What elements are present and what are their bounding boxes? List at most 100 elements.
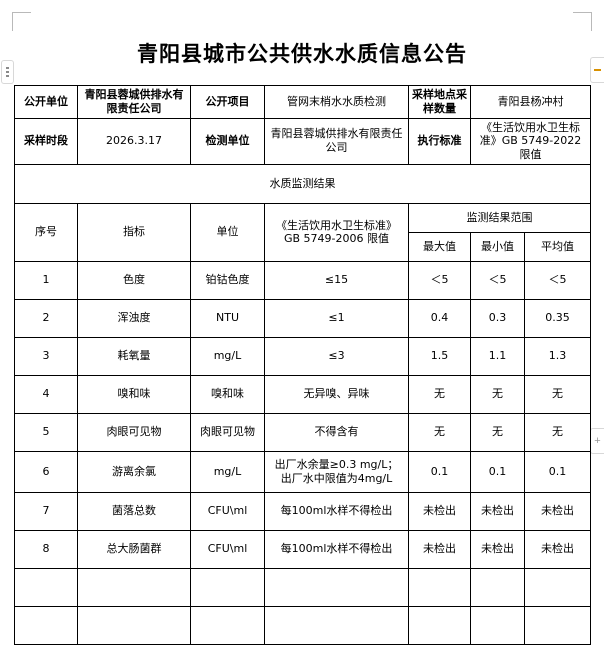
cell-max: 未检出	[408, 529, 471, 569]
cell-min: 0.1	[470, 450, 525, 493]
cell-seq: 4	[14, 374, 78, 414]
add-row-button[interactable]: +	[590, 428, 604, 454]
info-value-sampling-location: 青阳县杨冲村	[470, 85, 591, 119]
cell-min	[470, 605, 525, 645]
column-header-standard-line2: GB 5749-2006 限值	[283, 232, 390, 246]
table-row: 7 菌落总数 CFU\ml 每100ml水样不得检出 未检出 未检出 未检出	[14, 491, 591, 531]
cell-max	[408, 605, 471, 645]
cell-avg: 未检出	[524, 491, 591, 531]
info-label-sampling-period: 采样时段	[14, 117, 78, 165]
drag-dots-icon[interactable]	[1, 60, 14, 84]
cell-standard	[264, 605, 409, 645]
cell-min: 未检出	[470, 529, 525, 569]
drag-dot	[6, 71, 9, 73]
column-header-standard-line1: 《生活饮用水卫生标准》	[276, 218, 397, 232]
cell-indicator: 色度	[77, 260, 191, 300]
cell-max: 无	[408, 412, 471, 452]
info-value-publish-unit: 青阳县蓉城供排水有限责任公司	[77, 85, 191, 119]
table-header-row-1: 序号 指标 单位 《生活饮用水卫生标准》 GB 5749-2006 限值 监测结…	[14, 202, 591, 262]
cell-seq: 8	[14, 529, 78, 569]
column-header-seq: 序号	[14, 202, 78, 262]
cell-max: 0.4	[408, 298, 471, 338]
section-banner: 水质监测结果	[14, 163, 591, 204]
water-quality-sheet: 公开单位 青阳县蓉城供排水有限责任公司 公开项目 管网末梢水水质检测 采样地点采…	[14, 85, 591, 645]
info-value-sampling-period: 2026.3.17	[77, 117, 191, 165]
cell-standard: 出厂水余量≥0.3 mg/L； 出厂水中限值为4mg/L	[264, 450, 409, 493]
table-row: 8 总大肠菌群 CFU\ml 每100ml水样不得检出 未检出 未检出 未检出	[14, 529, 591, 569]
drag-dot	[6, 75, 9, 77]
cell-seq: 5	[14, 412, 78, 452]
cell-max: 0.1	[408, 450, 471, 493]
cell-standard: ≤1	[264, 298, 409, 338]
cell-indicator: 耗氧量	[77, 336, 191, 376]
page-title: 青阳县城市公共供水水质信息公告	[137, 42, 467, 66]
info-label-publish-project: 公开项目	[190, 85, 265, 119]
cell-unit: 嗅和味	[190, 374, 265, 414]
column-header-avg: 平均值	[524, 231, 591, 262]
cell-unit: 铂钴色度	[190, 260, 265, 300]
cell-avg: 未检出	[524, 529, 591, 569]
cell-standard: 每100ml水样不得检出	[264, 491, 409, 531]
cell-seq: 2	[14, 298, 78, 338]
cell-unit: CFU\ml	[190, 529, 265, 569]
table-row-empty	[14, 605, 591, 645]
info-label-publish-unit: 公开单位	[14, 85, 78, 119]
cell-avg: 无	[524, 374, 591, 414]
column-header-unit: 单位	[190, 202, 265, 262]
cell-standard-line: 出厂水中限值为4mg/L	[280, 471, 393, 485]
dash-mark	[594, 69, 601, 71]
cell-indicator: 总大肠菌群	[77, 529, 191, 569]
cell-avg: 0.1	[524, 450, 591, 493]
cell-avg	[524, 567, 591, 607]
cell-indicator: 嗅和味	[77, 374, 191, 414]
table-row-empty	[14, 567, 591, 607]
cell-max: 无	[408, 374, 471, 414]
cell-unit	[190, 567, 265, 607]
cell-min: 未检出	[470, 491, 525, 531]
cell-standard	[264, 567, 409, 607]
page-margin-mark-top-right	[573, 12, 592, 31]
cell-standard: ≤15	[264, 260, 409, 300]
info-label-testing-unit: 检测单位	[190, 117, 265, 165]
column-header-standard: 《生活饮用水卫生标准》 GB 5749-2006 限值	[264, 202, 409, 262]
cell-unit: mg/L	[190, 336, 265, 376]
column-header-indicator: 指标	[77, 202, 191, 262]
cell-indicator	[77, 605, 191, 645]
cell-min: 无	[470, 412, 525, 452]
table-row: 1 色度 铂钴色度 ≤15 ＜5 ＜5 ＜5	[14, 260, 591, 300]
cell-avg: ＜5	[524, 260, 591, 300]
cell-unit: NTU	[190, 298, 265, 338]
table-row: 4 嗅和味 嗅和味 无异嗅、异味无无无	[14, 374, 591, 414]
column-header-max: 最大值	[408, 231, 471, 262]
cell-indicator: 浑浊度	[77, 298, 191, 338]
cell-unit: CFU\ml	[190, 491, 265, 531]
column-header-range-group: 监测结果范围	[408, 202, 591, 233]
dash-icon[interactable]	[590, 57, 604, 83]
cell-unit	[190, 605, 265, 645]
cell-min: 0.3	[470, 298, 525, 338]
info-label-sampling-location: 采样地点采样数量	[408, 85, 471, 119]
info-row-2: 采样时段 2026.3.17 检测单位 青阳县蓉城供排水有限责任公司 执行标准 …	[14, 117, 591, 165]
cell-max: ＜5	[408, 260, 471, 300]
banner-row: 水质监测结果	[14, 163, 591, 204]
cell-min: 1.1	[470, 336, 525, 376]
column-header-min: 最小值	[470, 231, 525, 262]
info-value-standard: 《生活饮用水卫生标准》GB 5749-2022 限值	[470, 117, 591, 165]
cell-standard: 无异嗅、异味	[264, 374, 409, 414]
cell-seq: 3	[14, 336, 78, 376]
info-value-publish-project: 管网末梢水水质检测	[264, 85, 409, 119]
cell-standard-line: 出厂水余量≥0.3 mg/L；	[274, 458, 399, 471]
cell-standard: ≤3	[264, 336, 409, 376]
cell-avg: 1.3	[524, 336, 591, 376]
cell-standard: 不得含有	[264, 412, 409, 452]
cell-min: ＜5	[470, 260, 525, 300]
info-row-1: 公开单位 青阳县蓉城供排水有限责任公司 公开项目 管网末梢水水质检测 采样地点采…	[14, 85, 591, 119]
table-row: 2 浑浊度 NTU ≤1 0.4 0.3 0.35	[14, 298, 591, 338]
cell-unit: mg/L	[190, 450, 265, 493]
cell-min: 无	[470, 374, 525, 414]
cell-indicator: 菌落总数	[77, 491, 191, 531]
table-row: 5 肉眼可见物 肉眼可见物 不得含有无无无	[14, 412, 591, 452]
cell-indicator: 游离余氯	[77, 450, 191, 493]
cell-seq	[14, 567, 78, 607]
table-row: 6 游离余氯 mg/L 出厂水余量≥0.3 mg/L； 出厂水中限值为4mg/L 0.1 0…	[14, 450, 591, 493]
